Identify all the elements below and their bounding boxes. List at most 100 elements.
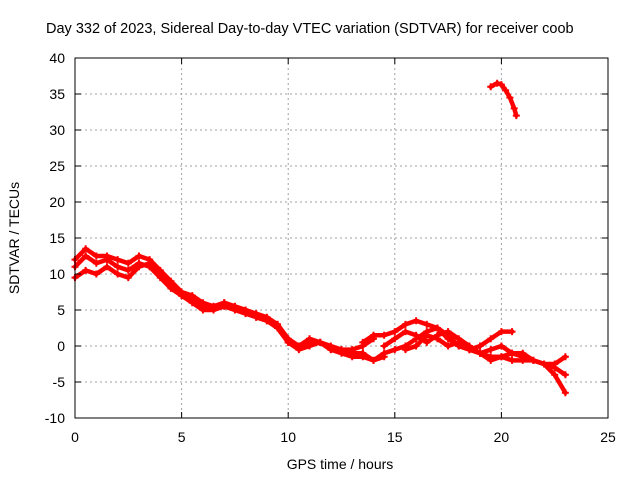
data-point (519, 349, 527, 357)
data-point (497, 328, 505, 336)
data-point (114, 270, 122, 278)
data-point (114, 263, 122, 271)
data-point (210, 302, 218, 310)
data-point (508, 328, 516, 336)
data-point (338, 346, 345, 354)
y-tick-label: 20 (49, 194, 65, 210)
data-point (92, 252, 100, 260)
data-point (506, 94, 514, 102)
data-point (423, 338, 431, 346)
x-tick-label: 0 (71, 429, 79, 445)
data-point (497, 81, 505, 89)
data-point (135, 263, 143, 271)
data-point (316, 338, 324, 346)
data-point (561, 371, 569, 379)
data-point (199, 299, 207, 307)
data-point (103, 252, 111, 260)
data-point (512, 112, 520, 120)
data-point (401, 320, 409, 328)
data-point (359, 349, 367, 357)
data-point (391, 346, 399, 354)
data-point (295, 346, 303, 354)
y-axis-label: SDTVAR / TECUs (6, 182, 22, 294)
chart-title: Day 332 of 2023, Sidereal Day-to-day VTE… (46, 21, 574, 37)
y-tick-label: -5 (53, 374, 66, 390)
y-tick-label: 5 (57, 302, 65, 318)
data-point (82, 266, 90, 274)
data-point (540, 360, 548, 368)
data-point (188, 292, 196, 300)
data-point (114, 256, 122, 264)
y-tick-label: 15 (49, 230, 65, 246)
data-point (391, 328, 399, 336)
data-point (369, 356, 377, 364)
data-point (124, 274, 132, 282)
data-point (508, 356, 516, 364)
data-point (412, 331, 420, 339)
data-point (487, 335, 495, 343)
data-point (487, 83, 495, 91)
data-point (444, 335, 452, 343)
data-point (252, 313, 260, 321)
y-tick-label: -10 (45, 410, 65, 426)
data-point (502, 86, 510, 94)
data-point (359, 338, 367, 346)
data-point (401, 346, 409, 354)
data-point (220, 299, 228, 307)
data-point (391, 335, 399, 343)
data-series (71, 79, 569, 397)
x-tick-label: 25 (600, 429, 616, 445)
y-tick-label: 25 (49, 158, 65, 174)
data-point (369, 331, 377, 339)
data-point (348, 349, 356, 357)
data-point (455, 338, 463, 346)
data-point (156, 266, 164, 274)
x-tick-label: 5 (178, 429, 186, 445)
data-point (263, 317, 271, 325)
gridlines (75, 58, 608, 418)
data-point (423, 331, 431, 339)
data-point (274, 324, 282, 332)
x-tick-label: 20 (494, 429, 510, 445)
data-point (465, 346, 473, 354)
x-tick-label: 15 (387, 429, 403, 445)
data-point (497, 353, 505, 361)
data-point (487, 346, 495, 354)
data-point (551, 371, 559, 379)
series-line-track-c (72, 246, 366, 356)
data-point (135, 252, 143, 260)
data-point (493, 79, 501, 87)
data-point (380, 331, 388, 339)
data-point (82, 252, 90, 260)
series-line-track-g (403, 332, 568, 378)
data-point (242, 306, 250, 314)
data-point (380, 342, 388, 350)
series-line-track-h (488, 80, 519, 118)
data-point (487, 356, 495, 364)
y-tick-label: 0 (57, 338, 65, 354)
y-tick-label: 10 (49, 266, 65, 282)
data-point (444, 342, 452, 350)
data-point (82, 245, 90, 253)
data-point (476, 349, 484, 357)
y-tick-label: 40 (49, 50, 65, 66)
data-point (412, 317, 420, 325)
data-point (510, 104, 518, 112)
data-point (327, 346, 335, 354)
x-tick-label: 10 (280, 429, 296, 445)
data-point (433, 324, 441, 332)
data-point (284, 338, 292, 346)
data-point (103, 263, 111, 271)
data-point (306, 342, 314, 350)
data-point (497, 342, 505, 350)
data-point (401, 328, 409, 336)
data-point (508, 349, 516, 357)
data-point (124, 266, 132, 274)
data-point (167, 277, 175, 285)
data-point (306, 335, 314, 343)
data-point (146, 256, 154, 264)
data-point (423, 320, 431, 328)
data-point (561, 353, 569, 361)
data-point (529, 356, 537, 364)
